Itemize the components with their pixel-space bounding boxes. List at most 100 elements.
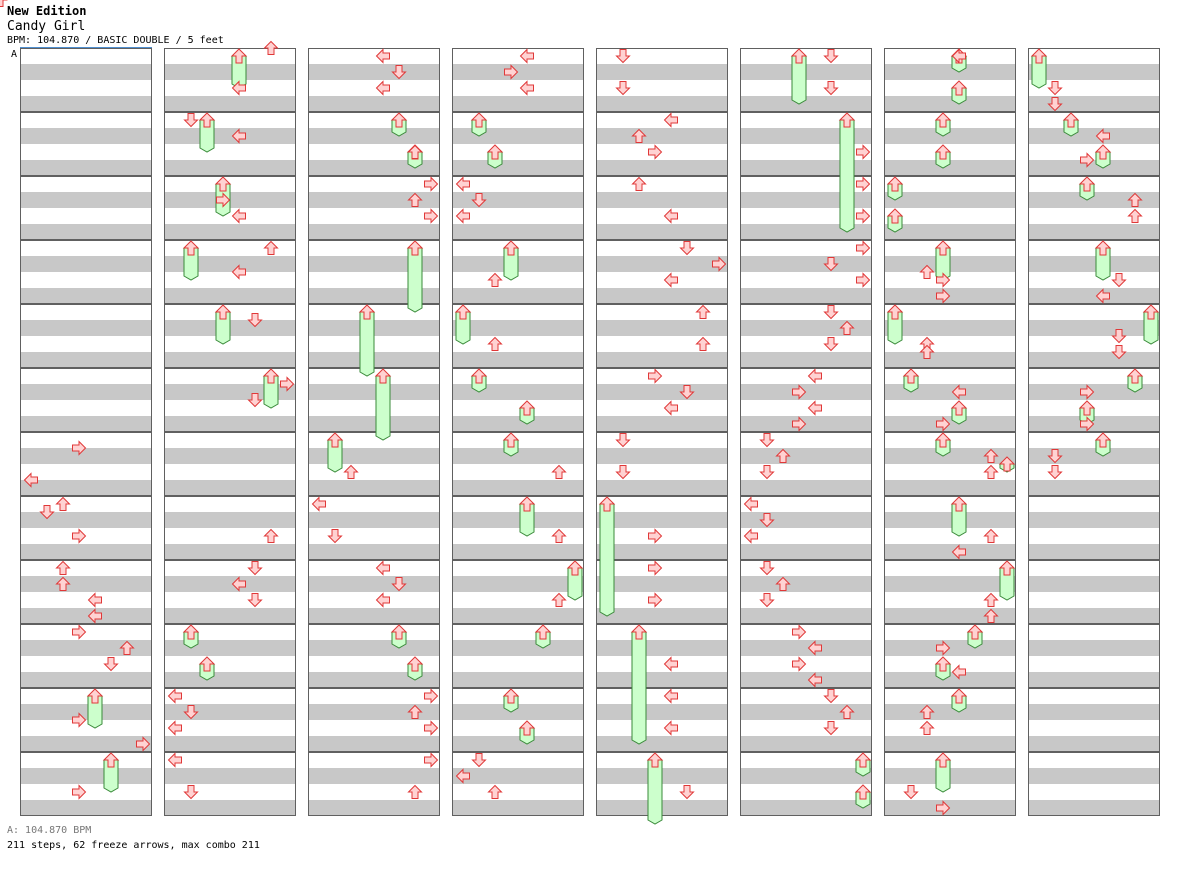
beat-stripe	[1028, 608, 1160, 624]
step-arrow-down	[103, 657, 119, 672]
freeze-head	[886, 304, 904, 320]
beat-stripe	[20, 64, 152, 80]
step-arrow-down	[759, 513, 775, 528]
beat-stripe	[596, 256, 728, 272]
measure	[164, 496, 296, 560]
beat-stripe	[452, 560, 584, 576]
measure	[1028, 560, 1160, 624]
beat-stripe	[164, 432, 296, 448]
beat-stripe	[1028, 272, 1160, 288]
step-arrow-left	[663, 112, 678, 128]
step-arrow-up	[775, 448, 791, 463]
beat-stripe	[20, 224, 152, 240]
measure	[20, 688, 152, 752]
step-arrow-left	[23, 472, 38, 488]
freeze-arrow	[902, 368, 920, 393]
beat-stripe	[20, 608, 152, 624]
measure-border	[884, 368, 1016, 432]
beat-stripe	[452, 208, 584, 224]
beat-stripe	[164, 144, 296, 160]
measure-border	[164, 624, 296, 688]
measure-border	[20, 368, 152, 432]
beat-stripe	[164, 64, 296, 80]
beat-stripe	[884, 512, 1016, 528]
freeze-head	[406, 240, 424, 256]
measure-border	[164, 48, 296, 112]
step-arrow-down	[183, 785, 199, 800]
measure	[596, 496, 728, 560]
beat-stripe	[884, 400, 1016, 416]
step-arrow-down	[1047, 81, 1063, 96]
beat-stripe	[20, 400, 152, 416]
beat-stripe	[308, 512, 440, 528]
beat-stripe	[20, 672, 152, 688]
step-arrow-left	[375, 48, 390, 64]
freeze-head	[1094, 144, 1112, 160]
step-arrow-right	[856, 176, 871, 192]
measure	[308, 496, 440, 560]
measure	[452, 688, 584, 752]
measure-border	[596, 432, 728, 496]
measure	[164, 688, 296, 752]
measure-border	[740, 112, 872, 176]
beat-stripe	[884, 672, 1016, 688]
beat-stripe	[164, 800, 296, 816]
measure	[884, 496, 1016, 560]
freeze-arrow	[374, 368, 392, 441]
measure-border	[740, 48, 872, 112]
beat-stripe	[596, 656, 728, 672]
beat-stripe	[164, 368, 296, 384]
beat-stripe	[596, 336, 728, 352]
freeze-head	[518, 496, 536, 512]
beat-stripe	[884, 224, 1016, 240]
beat-stripe	[1028, 224, 1160, 240]
step-arrow-up	[263, 528, 279, 543]
measure-border	[308, 624, 440, 688]
freeze-body	[839, 113, 855, 233]
measure-border	[308, 240, 440, 304]
beat-stripe	[20, 240, 152, 256]
step-arrow-down	[823, 305, 839, 320]
step-arrow-right	[936, 640, 951, 656]
step-arrow-down	[183, 705, 199, 720]
measure-border	[20, 624, 152, 688]
freeze-arrow	[102, 752, 120, 793]
measure-border	[452, 432, 584, 496]
beat-stripe	[452, 544, 584, 560]
beat-stripe	[164, 720, 296, 736]
beat-stripe	[20, 128, 152, 144]
measure-border	[20, 688, 152, 752]
step-arrow-right	[936, 416, 951, 432]
measure-border	[452, 496, 584, 560]
beat-stripe	[308, 528, 440, 544]
freeze-head	[1078, 176, 1096, 192]
beat-stripe	[164, 336, 296, 352]
beat-stripe	[308, 384, 440, 400]
beat-stripe	[20, 736, 152, 752]
beat-stripe	[596, 272, 728, 288]
beat-stripe	[164, 576, 296, 592]
beat-stripe	[452, 176, 584, 192]
beat-stripe	[596, 208, 728, 224]
step-arrow-down	[1047, 97, 1063, 112]
beat-stripe	[20, 416, 152, 432]
freeze-arrow	[838, 112, 856, 233]
measure	[1028, 688, 1160, 752]
beat-stripe	[740, 128, 872, 144]
beat-stripe	[1028, 320, 1160, 336]
measure-border	[452, 304, 584, 368]
freeze-head	[182, 240, 200, 256]
measure	[740, 752, 872, 816]
measure-border	[884, 688, 1016, 752]
freeze-arrow	[502, 240, 520, 281]
freeze-arrow	[886, 176, 904, 201]
freeze-head	[518, 400, 536, 416]
beat-stripe	[884, 736, 1016, 752]
beat-stripe	[20, 448, 152, 464]
beat-stripe	[1028, 448, 1160, 464]
beat-stripe	[1028, 672, 1160, 688]
freeze-head	[934, 144, 952, 160]
freeze-head	[902, 368, 920, 384]
beat-stripe	[308, 672, 440, 688]
freeze-head	[534, 624, 552, 640]
